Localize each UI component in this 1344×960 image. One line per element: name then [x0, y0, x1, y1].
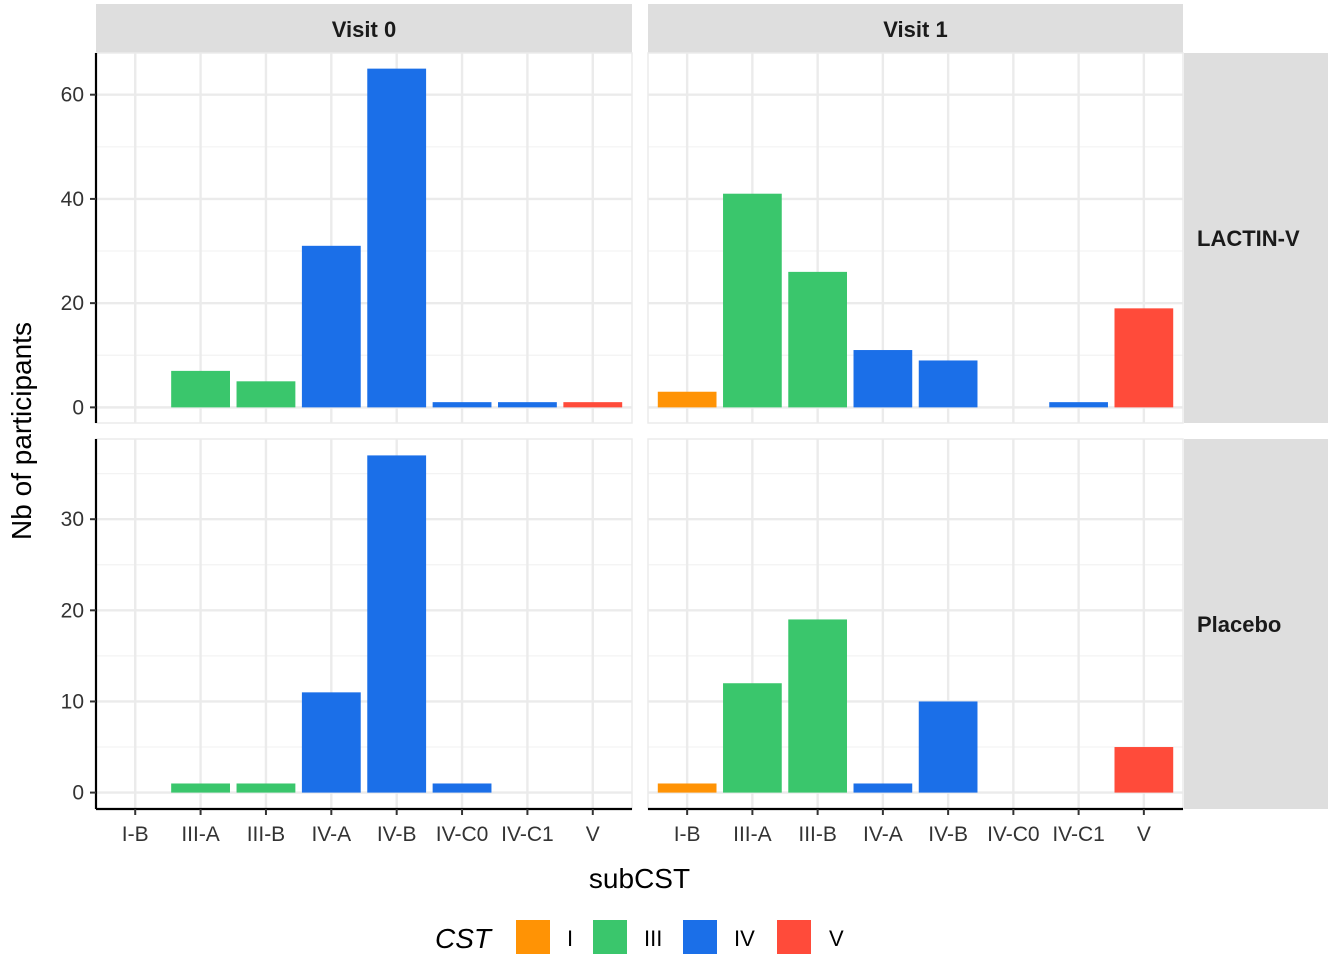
column-strip-visit-1: Visit 1 [648, 4, 1183, 53]
panel-lactin-v-visit-0: 0 20 40 60 [61, 52, 633, 424]
legend-title: CST [435, 923, 493, 954]
bar-iii-b [788, 271, 847, 408]
x-tick-label: III-B [798, 823, 837, 846]
y-tick-label: 0 [72, 782, 84, 805]
bar-iii-a [171, 783, 230, 793]
x-tick-label: V [1137, 823, 1151, 846]
bar-iv-b [367, 455, 427, 793]
legend-key [777, 920, 811, 954]
legend: CST I III IV V [435, 920, 844, 954]
y-tick-label: 10 [61, 690, 84, 713]
column-strip-background [96, 4, 632, 53]
x-tick-label: IV-A [863, 823, 903, 846]
y-tick-label: 20 [61, 599, 84, 622]
x-axis-title: subCST [589, 863, 690, 894]
bar-iv-a [853, 783, 913, 793]
bar-i-b [657, 391, 717, 408]
column-strip-label: Visit 1 [883, 17, 947, 42]
bar-v [1114, 747, 1174, 793]
bar-v [563, 402, 623, 408]
x-tick-label: I-B [122, 823, 149, 846]
legend-key [683, 920, 717, 954]
bar-iv-b [918, 701, 978, 793]
bar-v [1114, 308, 1174, 408]
y-tick-label: 30 [61, 508, 84, 531]
bar-iv-c1 [498, 402, 557, 408]
panel-lactin-v-visit-1 [647, 52, 1184, 424]
panel-border [95, 438, 633, 810]
panel-placebo-visit-0: 0 10 20 30 I-B III-A III-B IV-A IV-B IV-C0 IV-C1 V [61, 438, 633, 846]
x-tick-label: V [586, 823, 600, 846]
legend-item-i: I [516, 920, 573, 954]
panel-placebo-visit-1: I-B III-A III-B IV-A IV-B IV-C0 IV-C1 V [647, 438, 1184, 846]
bar-iii-a [171, 370, 230, 408]
row-strip-lactin-v: LACTIN-V [1184, 53, 1328, 423]
x-tick-label: IV-B [928, 823, 968, 846]
legend-key [593, 920, 627, 954]
column-strip-visit-0: Visit 0 [96, 4, 632, 53]
bar-iii-b [236, 381, 296, 408]
x-tick-label: IV-C0 [436, 823, 489, 846]
legend-label: III [644, 926, 662, 951]
bar-iv-c0 [432, 783, 492, 793]
bar-iii-a [723, 193, 782, 408]
y-tick-label: 0 [72, 396, 84, 419]
bar-iv-b [918, 360, 978, 408]
x-tick-label: III-B [247, 823, 286, 846]
legend-item-v: V [777, 920, 844, 954]
x-tick-label: IV-C1 [501, 823, 554, 846]
legend-item-iii: III [593, 920, 662, 954]
legend-label: IV [734, 926, 755, 951]
bar-iv-a [301, 692, 361, 793]
column-strip-background [648, 4, 1183, 53]
x-tick-label: IV-A [311, 823, 351, 846]
row-strip-placebo: Placebo [1184, 439, 1328, 809]
row-strip-label: Placebo [1197, 612, 1281, 637]
bar-iv-c1 [1049, 402, 1108, 408]
y-axis-title: Nb of participants [6, 322, 37, 540]
y-tick-label: 20 [61, 292, 84, 315]
row-strip-background [1184, 53, 1328, 423]
bar-iv-c0 [432, 402, 492, 408]
legend-item-iv: IV [683, 920, 755, 954]
legend-key [516, 920, 550, 954]
x-tick-label: IV-C1 [1052, 823, 1105, 846]
y-tick-label: 40 [61, 188, 84, 211]
panel-border [647, 52, 1184, 424]
bar-iii-b [788, 619, 847, 793]
column-strip-label: Visit 0 [332, 17, 396, 42]
legend-label: I [567, 926, 573, 951]
bar-iv-b [367, 68, 427, 408]
panel-border [95, 52, 633, 424]
bar-iv-a [853, 350, 913, 408]
bar-iii-b [236, 783, 296, 793]
x-tick-label: III-A [733, 823, 772, 846]
row-strip-label: LACTIN-V [1197, 226, 1300, 251]
y-tick-label: 60 [61, 84, 84, 107]
x-tick-label: IV-B [377, 823, 417, 846]
x-tick-label: IV-C0 [987, 823, 1040, 846]
row-strip-background [1184, 439, 1328, 809]
bar-iii-a [723, 683, 782, 793]
legend-label: V [829, 926, 844, 951]
x-tick-label: III-A [181, 823, 220, 846]
bar-iv-a [301, 245, 361, 408]
bar-i-b [657, 783, 717, 793]
x-tick-label: I-B [674, 823, 701, 846]
